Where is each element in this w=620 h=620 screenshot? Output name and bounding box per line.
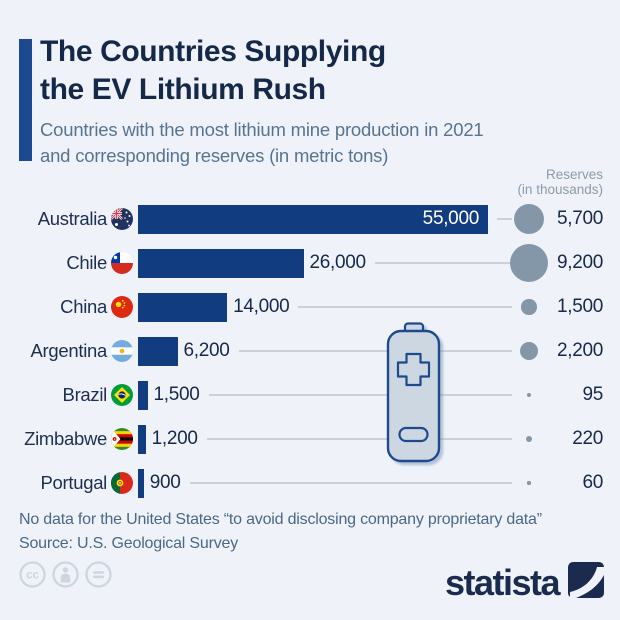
production-value: 1,500 xyxy=(153,384,200,405)
connector-line xyxy=(374,262,512,264)
country-label: Argentina xyxy=(30,340,108,361)
portugal-flag-icon xyxy=(111,472,133,494)
reserves-header-line-2: (in thousands) xyxy=(517,182,603,197)
lithium-production-chart: Australia 55,000 5,700 Chile 26,000 9,20… xyxy=(19,197,603,505)
bar-zone: 14,000 1,500 xyxy=(138,285,603,329)
production-value: 1,200 xyxy=(151,428,198,449)
reserves-circle xyxy=(527,393,531,397)
reserves-circle xyxy=(509,243,549,283)
australia-flag-icon xyxy=(111,208,133,230)
reserves-value: 220 xyxy=(572,428,603,449)
statista-logo-text: statista xyxy=(444,561,561,603)
reserves-value: 9,200 xyxy=(556,252,603,273)
circle-cell xyxy=(517,393,541,397)
bar-zone: 1,200 220 xyxy=(138,417,603,461)
reserves-circle xyxy=(521,299,537,315)
zimbabwe-flag-icon xyxy=(111,428,133,450)
bar-zone: 55,000 5,700 xyxy=(138,197,603,241)
production-value: 55,000 xyxy=(422,208,480,229)
chart-row-zimbabwe: Zimbabwe 1,200 220 xyxy=(19,417,603,461)
production-value: 14,000 xyxy=(233,296,290,317)
reserves-value: 5,700 xyxy=(556,208,603,229)
bar-zone: 6,200 2,200 xyxy=(138,329,603,373)
country-label: Brazil xyxy=(62,384,108,405)
production-value: 900 xyxy=(149,472,181,493)
connector-line xyxy=(238,350,512,352)
production-value: 26,000 xyxy=(309,252,367,273)
bar-zone: 900 60 xyxy=(138,461,603,505)
argentina-flag-icon xyxy=(111,340,133,362)
circle-cell xyxy=(517,341,541,361)
connector-line xyxy=(497,218,512,220)
cc-icon[interactable]: cc xyxy=(19,561,46,588)
circle-cell xyxy=(517,481,541,485)
chart-row-china: China 14,000 1,500 xyxy=(19,285,603,329)
country-label: Australia xyxy=(37,208,108,229)
production-value: 6,200 xyxy=(183,340,230,361)
brazil-flag-icon xyxy=(111,384,133,406)
title-accent-bar xyxy=(19,39,32,161)
footnote: No data for the United States “to avoid … xyxy=(19,508,542,556)
statista-logo-icon xyxy=(568,562,604,603)
country-label: Zimbabwe xyxy=(24,428,107,449)
chart-row-chile: Chile 26,000 9,200 xyxy=(19,241,603,285)
chart-row-argentina: Argentina 6,200 2,200 xyxy=(19,329,603,373)
equals-icon[interactable] xyxy=(85,561,112,588)
footnote-line-1: No data for the United States “to avoid … xyxy=(19,511,542,528)
circle-cell xyxy=(517,299,541,315)
production-bar: 55,000 xyxy=(138,204,488,234)
production-bar xyxy=(138,292,228,322)
reserves-circle xyxy=(527,481,531,485)
chart-row-australia: Australia 55,000 5,700 xyxy=(19,197,603,241)
battery-illustration-icon xyxy=(385,322,443,469)
reserves-circle xyxy=(519,341,539,361)
production-bar xyxy=(138,336,178,366)
chart-row-brazil: Brazil 1,500 95 xyxy=(19,373,603,417)
production-bar xyxy=(138,248,304,278)
country-label: Chile xyxy=(66,252,107,273)
page-title: The Countries Supplying the EV Lithium R… xyxy=(40,33,386,109)
reserves-value: 95 xyxy=(582,384,603,405)
bar-zone: 1,500 95 xyxy=(138,373,603,417)
china-flag-icon xyxy=(111,296,133,318)
svg-text:cc: cc xyxy=(26,570,39,582)
subtitle-line-2: and corresponding reserves (in metric to… xyxy=(40,145,389,166)
production-bar xyxy=(138,424,146,454)
reserves-value: 60 xyxy=(582,472,603,493)
reserves-value: 2,200 xyxy=(556,340,603,361)
production-bar xyxy=(138,468,144,498)
reserves-value: 1,500 xyxy=(556,296,603,317)
production-bar xyxy=(138,380,148,410)
subtitle-line-1: Countries with the most lithium mine pro… xyxy=(40,119,484,140)
reserves-header-line-1: Reserves xyxy=(545,167,603,182)
license-icons: cc xyxy=(19,561,112,588)
reserves-circle xyxy=(513,203,545,235)
page-subtitle: Countries with the most lithium mine pro… xyxy=(40,117,484,169)
connector-line xyxy=(298,306,512,308)
circle-cell xyxy=(509,243,549,283)
connector-line xyxy=(189,482,512,484)
title-line-1: The Countries Supplying xyxy=(40,35,386,68)
attribution-icon[interactable] xyxy=(52,561,79,588)
reserves-column-header: Reserves (in thousands) xyxy=(517,167,603,197)
circle-cell xyxy=(517,436,541,442)
country-label: China xyxy=(60,296,107,317)
connector-line xyxy=(206,438,512,440)
footnote-line-2: Source: U.S. Geological Survey xyxy=(19,535,238,552)
connector-line xyxy=(208,394,512,396)
circle-cell xyxy=(513,203,545,235)
country-label: Portugal xyxy=(40,472,107,493)
title-line-2: the EV Lithium Rush xyxy=(40,73,326,106)
reserves-circle xyxy=(526,436,532,442)
statista-logo[interactable]: statista xyxy=(445,562,604,603)
chile-flag-icon xyxy=(111,252,133,274)
bar-zone: 26,000 9,200 xyxy=(138,241,603,285)
chart-row-portugal: Portugal 900 60 xyxy=(19,461,603,505)
